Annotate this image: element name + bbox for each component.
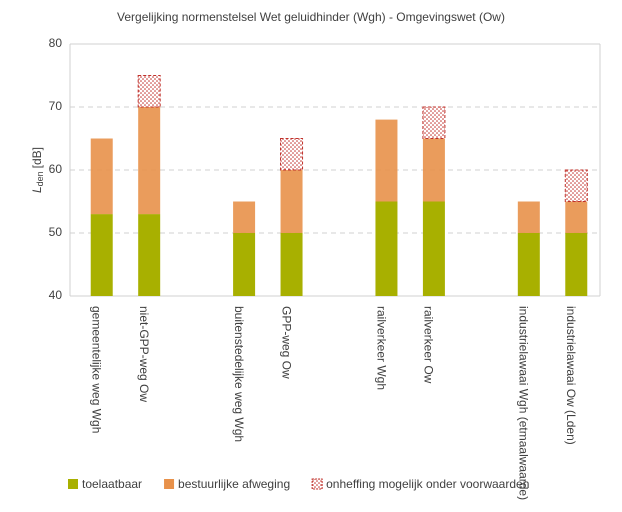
- bar-segment: [138, 107, 161, 215]
- y-tick-label: 70: [49, 99, 63, 113]
- y-tick-label: 80: [49, 36, 63, 50]
- legend-swatch: [68, 479, 78, 489]
- y-axis-label: Lden [dB]: [30, 147, 45, 193]
- x-tick-label: industrielawaai Ow (Lden): [564, 306, 578, 445]
- bar-segment: [422, 106, 446, 139]
- bar-segment: [280, 233, 303, 296]
- bar-segment: [375, 119, 398, 202]
- bar-segment: [137, 75, 161, 108]
- y-tick-label: 60: [49, 162, 63, 176]
- x-tick-label: niet-GPP-weg Ow: [137, 306, 151, 402]
- x-tick-label: railverkeer Wgh: [374, 306, 388, 390]
- y-label-unit: [dB]: [30, 147, 44, 168]
- x-tick-label: buitenstedelijke weg Wgh: [232, 306, 246, 442]
- bar-segment: [517, 201, 540, 233]
- bar-segment: [517, 233, 540, 296]
- bar-segment: [233, 233, 256, 296]
- bar-segment: [90, 138, 113, 215]
- x-tick-label: industrielawaai Wgh (etmaalwaarde): [517, 306, 531, 500]
- y-label-main: L: [30, 186, 44, 193]
- bar-segment: [422, 138, 445, 202]
- bar-segment: [280, 170, 303, 233]
- legend-label: onheffing mogelijk onder voorwaarden: [326, 477, 529, 491]
- legend-label: bestuurlijke afweging: [178, 477, 290, 491]
- bar-segment: [565, 201, 588, 233]
- x-tick-label: railverkeer Ow: [422, 306, 436, 384]
- x-tick-label: gemeentelijke weg Wgh: [90, 306, 104, 433]
- y-label-sub: den: [35, 171, 45, 186]
- bar-segment: [90, 214, 113, 296]
- bar-segment: [138, 214, 161, 296]
- legend-label: toelaatbaar: [82, 477, 142, 491]
- x-tick-label: GPP-weg Ow: [279, 306, 293, 379]
- bar-segment: [375, 201, 398, 296]
- legend-swatch: [164, 479, 175, 489]
- bar-segment: [565, 233, 588, 296]
- y-tick-label: 40: [49, 288, 63, 302]
- y-tick-label: 50: [49, 225, 63, 239]
- bar-segment: [233, 201, 256, 233]
- legend-swatch: [311, 478, 323, 490]
- bar-segment: [280, 138, 304, 171]
- bar-segment: [422, 201, 445, 296]
- chart-title: Vergelijking normenstelsel Wet geluidhin…: [117, 10, 505, 24]
- bar-segment: [564, 169, 588, 202]
